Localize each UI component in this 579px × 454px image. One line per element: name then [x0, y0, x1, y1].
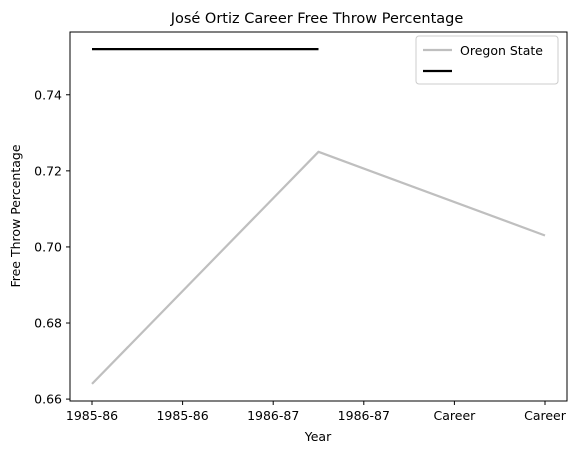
legend: Oregon State [416, 36, 558, 84]
y-tick-label-0: 0.66 [34, 392, 62, 407]
chart-title: José Ortiz Career Free Throw Percentage [170, 11, 464, 27]
y-tick-label-1: 0.68 [34, 316, 62, 331]
x-tick-label-5: Career [524, 408, 567, 423]
x-tick-label-1: 1985-86 [156, 408, 208, 423]
y-tick-label-3: 0.72 [34, 163, 62, 178]
x-tick-label-3: 1986-87 [338, 408, 390, 423]
x-axis: 1985-86 1985-86 1986-87 1986-87 Career Career [66, 401, 567, 423]
y-axis: 0.66 0.68 0.70 0.72 0.74 [34, 87, 70, 406]
legend-label-oregon-state: Oregon State [460, 43, 543, 58]
x-tick-label-4: Career [434, 408, 477, 423]
y-tick-label-4: 0.74 [34, 87, 62, 102]
x-axis-label: Year [304, 429, 332, 444]
y-axis-label: Free Throw Percentage [8, 144, 23, 287]
x-tick-label-0: 1985-86 [66, 408, 118, 423]
x-tick-label-2: 1986-87 [247, 408, 299, 423]
series-line-0 [92, 152, 545, 384]
y-tick-label-2: 0.70 [34, 239, 62, 254]
series-lines [92, 49, 545, 384]
